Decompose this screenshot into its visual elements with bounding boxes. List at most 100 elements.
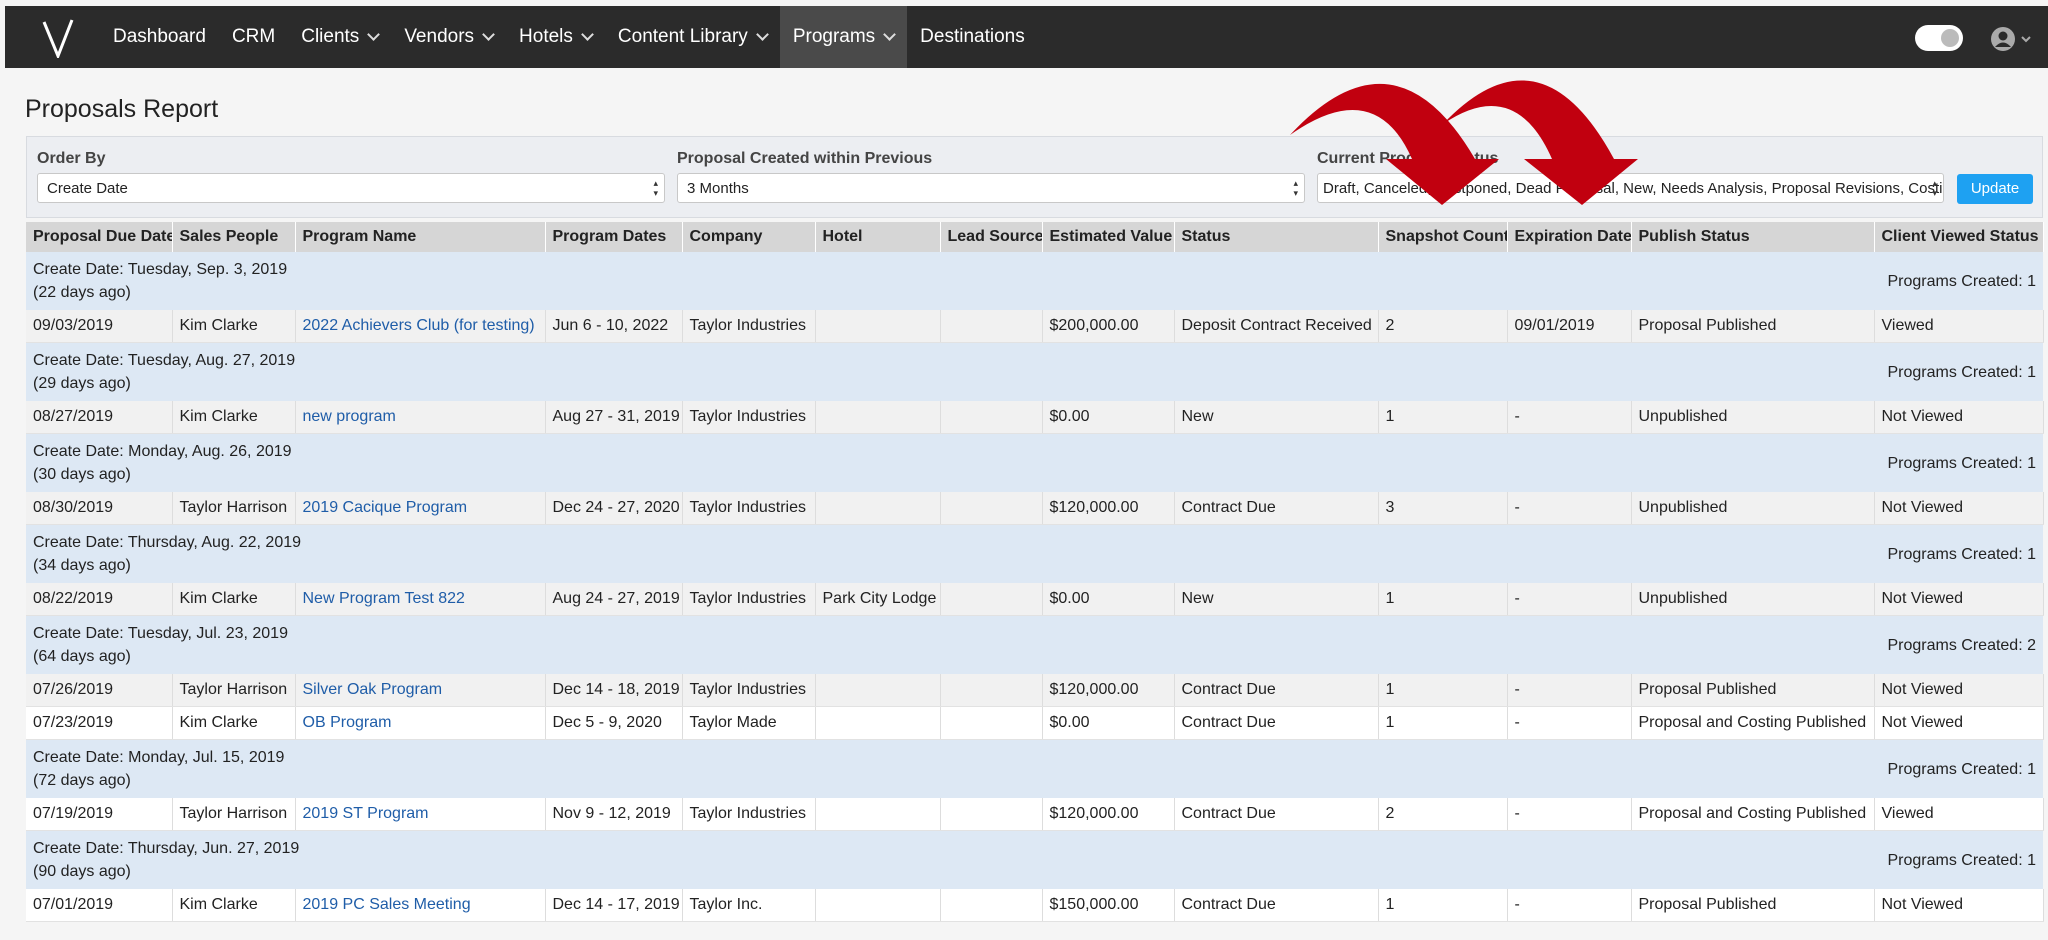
cell: [815, 889, 941, 922]
cell: Kim Clarke: [172, 889, 296, 922]
cell: 07/19/2019: [26, 798, 173, 831]
cell: -: [1507, 674, 1632, 707]
column-header: Lead Source: [940, 222, 1043, 252]
program-link[interactable]: New Program Test 822: [302, 590, 465, 607]
cell: Not Viewed: [1874, 674, 2044, 707]
group-date: Create Date: Tuesday, Sep. 3, 2019: [33, 261, 288, 278]
group-date: Create Date: Tuesday, Jul. 23, 2019: [33, 625, 288, 642]
program-link[interactable]: 2022 Achievers Club (for testing): [302, 317, 535, 334]
cell: 1: [1378, 706, 1508, 740]
header-row: Proposal Due Date Sales People Program Nam…: [26, 222, 2044, 252]
order-select[interactable]: Create Date: [37, 173, 665, 203]
group-row: Create Date: Tuesday, Sep. 3, 2019 (22 da…: [26, 252, 2043, 310]
cell: Viewed: [1874, 310, 2044, 343]
group-row: Create Date: Thursday, Jun. 27, 2019 (90 …: [26, 830, 2043, 889]
cell: $120,000.00: [1042, 492, 1175, 525]
period-select[interactable]: 3 Months: [677, 173, 1305, 203]
cell: Taylor Industries: [682, 310, 816, 343]
data-row: 07/23/2019 Kim Clarke OB Program Dec 5 - 9,…: [26, 706, 2044, 740]
nav-item[interactable]: Hotels: [506, 6, 605, 68]
group-count: Programs Created: 1: [1631, 830, 2043, 889]
cell: Proposal Published: [1631, 889, 1875, 922]
cell: Jun 6 - 10, 2022: [545, 310, 683, 343]
nav-item[interactable]: Content Library: [605, 6, 780, 68]
group-ago: (29 days ago): [33, 375, 131, 392]
cell: [940, 674, 1043, 707]
cell: New: [1174, 401, 1379, 434]
cell: 07/23/2019: [26, 706, 173, 740]
cell: Not Viewed: [1874, 492, 2044, 525]
group-row: Create Date: Thursday, Aug. 22, 2019 (34 …: [26, 524, 2043, 583]
group-label: Create Date: Monday, Jul. 15, 2019 (72 da…: [26, 739, 1631, 798]
logo[interactable]: [38, 18, 78, 58]
cell: Dec 24 - 27, 2020: [545, 492, 683, 525]
cell: $150,000.00: [1042, 889, 1175, 922]
cell: Contract Due: [1174, 674, 1379, 707]
data-row: 08/30/2019 Taylor Harrison 2019 Cacique Pr…: [26, 492, 2044, 525]
group-count: Programs Created: 1: [1631, 739, 2043, 798]
cell: 2: [1378, 310, 1508, 343]
group-label: Create Date: Monday, Aug. 26, 2019 (30 da…: [26, 433, 1631, 492]
cell: 2019 Cacique Program: [295, 492, 546, 525]
group-date: Create Date: Monday, Jul. 15, 2019: [33, 749, 285, 766]
cell: Kim Clarke: [172, 583, 296, 616]
nav-label: Dashboard: [113, 26, 206, 47]
cell: Aug 27 - 31, 2019: [545, 401, 683, 434]
group-date: Create Date: Thursday, Aug. 22, 2019: [33, 534, 302, 551]
group-ago: (90 days ago): [33, 863, 131, 880]
nav-label: Destinations: [920, 26, 1025, 47]
nav-item[interactable]: Destinations: [907, 6, 1038, 68]
chevron: [883, 28, 897, 41]
cell: Kim Clarke: [172, 706, 296, 740]
filter-label: Order By: [37, 150, 106, 167]
cell: new program: [295, 401, 546, 434]
cell: 1: [1378, 401, 1508, 434]
cell: Park City Lodge: [815, 583, 941, 616]
avatar[interactable]: [1990, 26, 2034, 52]
column-header: Company: [682, 222, 816, 252]
column-header: Sales People: [172, 222, 296, 252]
report-table: Proposal Due Date Sales People Program Nam…: [26, 222, 2044, 922]
program-link[interactable]: 2019 ST Program: [302, 805, 429, 822]
cell: OB Program: [295, 706, 546, 740]
nav-item[interactable]: Programs: [779, 6, 908, 68]
group-ago: (34 days ago): [33, 557, 131, 574]
program-link[interactable]: 2019 Cacique Program: [302, 499, 468, 516]
cell: Taylor Harrison: [172, 674, 296, 707]
program-link[interactable]: 2019 PC Sales Meeting: [302, 896, 471, 913]
group-label: Create Date: Thursday, Aug. 22, 2019 (34 …: [26, 524, 1631, 583]
update-button[interactable]: Update: [1957, 174, 2033, 204]
program-link[interactable]: Silver Oak Program: [302, 681, 443, 698]
program-link[interactable]: new program: [302, 408, 396, 425]
cell: Unpublished: [1631, 401, 1875, 434]
cell: [815, 798, 941, 831]
nav-item[interactable]: Dashboard: [100, 6, 219, 68]
group-count: Programs Created: 1: [1631, 433, 2043, 492]
cell: Taylor Industries: [682, 583, 816, 616]
status-select[interactable]: Draft, Canceled, Postponed, Dead Proposa…: [1317, 173, 1944, 203]
nav-item[interactable]: Vendors: [391, 6, 506, 68]
cell: Contract Due: [1174, 798, 1379, 831]
column-header: Snapshot Count: [1378, 222, 1508, 252]
cell: Proposal and Costing Published: [1631, 706, 1875, 740]
cell: Nov 9 - 12, 2019: [545, 798, 683, 831]
cell: Viewed: [1874, 798, 2044, 831]
filter-label: Proposal Created within Previous: [677, 150, 933, 167]
column-header: Status: [1174, 222, 1379, 252]
nav-items: Dashboard CRM Clients Vendors Hotels Content …: [100, 6, 1038, 68]
toggle[interactable]: [1915, 25, 1963, 51]
cell: New Program Test 822: [295, 583, 546, 616]
program-link[interactable]: OB Program: [302, 714, 392, 731]
cell: $0.00: [1042, 583, 1175, 616]
data-row: 07/01/2019 Kim Clarke 2019 PC Sales Meetin…: [26, 889, 2044, 922]
cell: -: [1507, 401, 1632, 434]
filter-label: Current Program Status: [1317, 150, 1499, 167]
nav-item[interactable]: Clients: [288, 6, 391, 68]
cell: Proposal Published: [1631, 674, 1875, 707]
nav-item[interactable]: CRM: [219, 6, 288, 68]
column-header: Client Viewed Status: [1874, 222, 2044, 252]
cell: $200,000.00: [1042, 310, 1175, 343]
cell: [815, 674, 941, 707]
group-row: Create Date: Tuesday, Jul. 23, 2019 (64 d…: [26, 615, 2043, 674]
cell: Silver Oak Program: [295, 674, 546, 707]
